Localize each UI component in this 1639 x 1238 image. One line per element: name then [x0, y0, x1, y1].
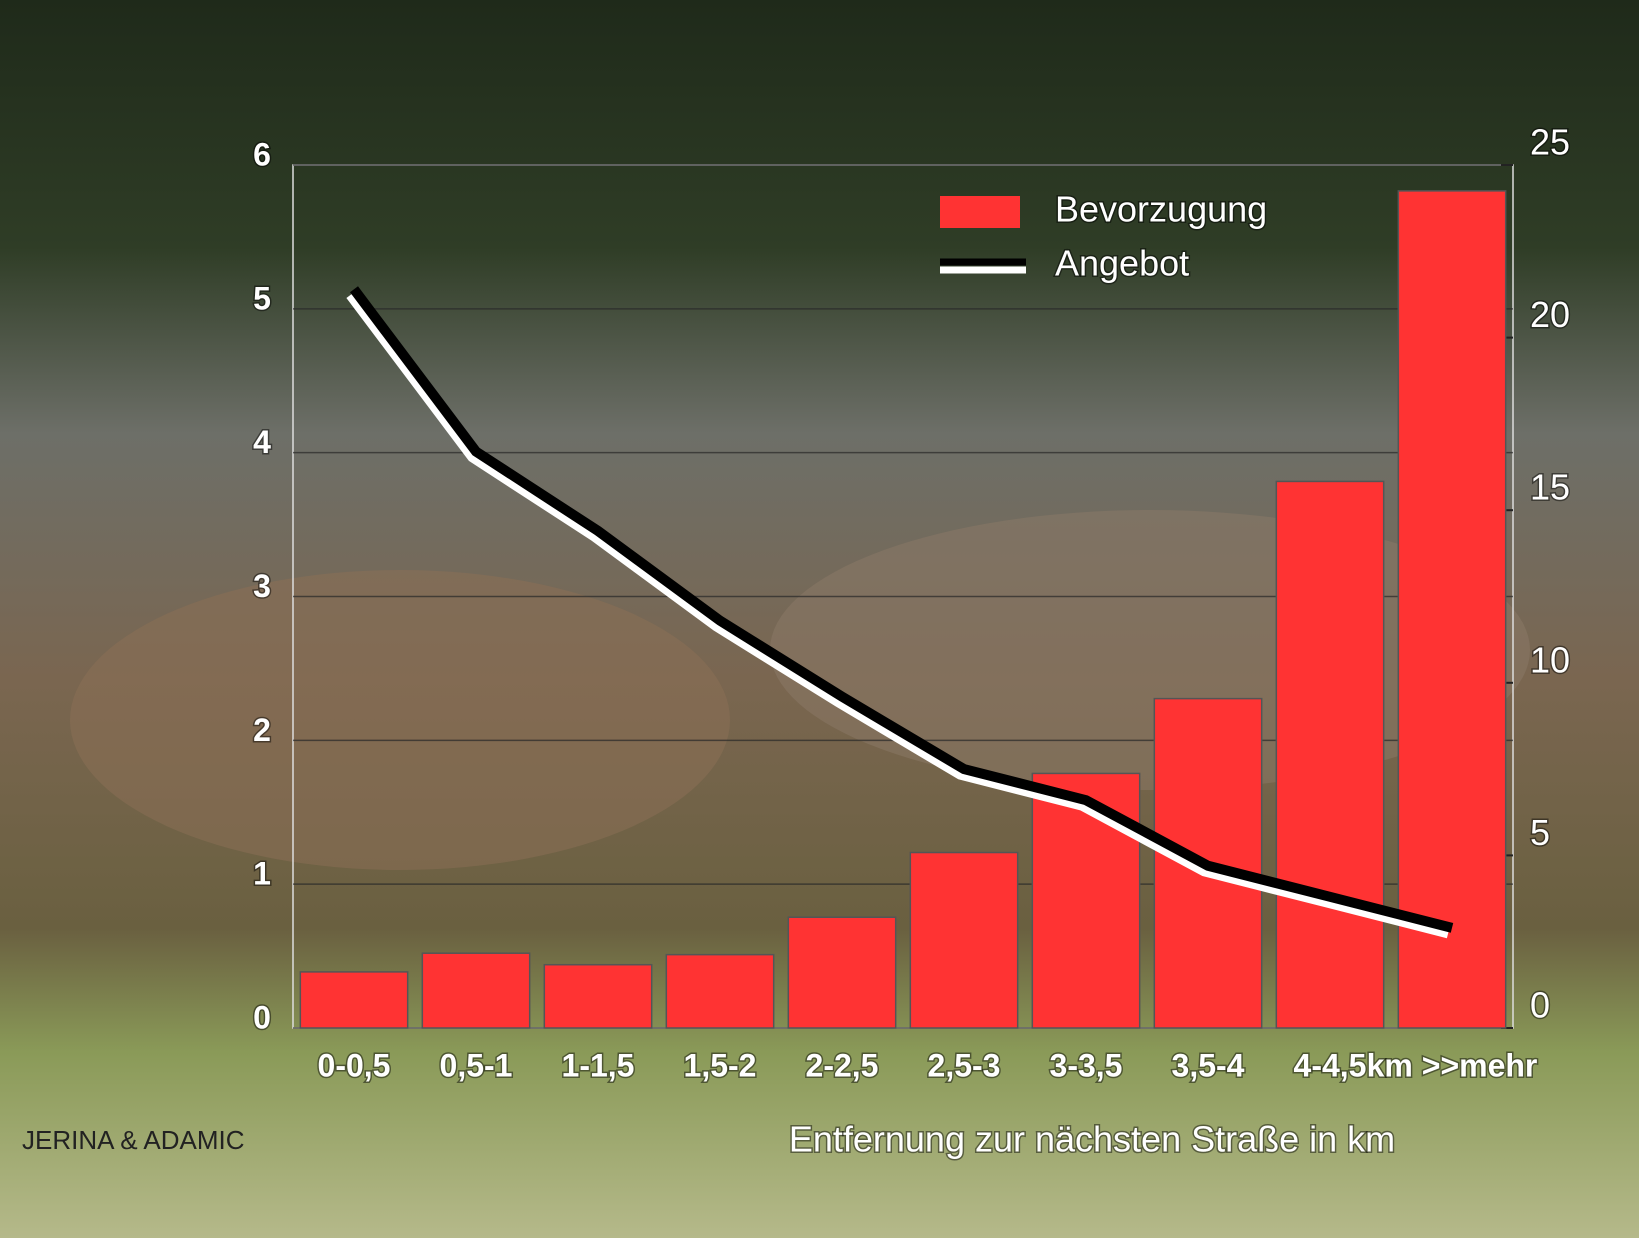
y-tick-label: 5	[253, 280, 271, 316]
x-tick-label: 0,5-1	[440, 1047, 513, 1083]
x-tick-label: km >>mehr	[1367, 1047, 1538, 1083]
bar	[1275, 480, 1385, 1029]
y2-tick-label: 10	[1530, 639, 1570, 680]
y-tick-label: 1	[253, 856, 271, 892]
bar	[543, 963, 653, 1029]
y-tick-label: 4	[253, 424, 271, 460]
bar	[421, 952, 531, 1029]
deer-shape	[70, 570, 730, 870]
y-tick-label: 0	[253, 999, 271, 1035]
x-tick-label: 1,5-2	[684, 1047, 757, 1083]
y2-tick-label: 0	[1530, 985, 1550, 1026]
y2-tick-label: 5	[1530, 812, 1550, 853]
x-tick-label: 2-2,5	[806, 1047, 879, 1083]
x-tick-label: 0-0,5	[318, 1047, 391, 1083]
bar	[787, 916, 897, 1029]
x-tick-label: 3,5-4	[1172, 1047, 1245, 1083]
credit: JERINA & ADAMIC	[22, 1125, 245, 1155]
x-axis-label: Entfernung zur nächsten Straße in km	[789, 1119, 1395, 1160]
legend-swatch	[940, 196, 1020, 228]
y-tick-label: 3	[253, 568, 271, 604]
line	[350, 286, 1454, 933]
x-tick-label: 3-3,5	[1050, 1047, 1123, 1083]
x-tick-label: 4-4,5	[1294, 1047, 1367, 1083]
bar	[1397, 190, 1507, 1029]
legend-label: Bevorzugung	[1055, 189, 1267, 230]
x-tick-label: 2,5-3	[928, 1047, 1001, 1083]
y-tick-label: 6	[253, 136, 271, 172]
bar	[299, 971, 409, 1029]
y2-tick-label: 25	[1530, 122, 1570, 163]
line-highlight	[346, 292, 1450, 939]
legend-label: Angebot	[1055, 243, 1189, 284]
y2-tick-label: 20	[1530, 294, 1570, 335]
x-tick-label: 1-1,5	[562, 1047, 635, 1083]
y-tick-label: 2	[253, 712, 271, 748]
y2-tick-label: 15	[1530, 467, 1570, 508]
bar	[909, 851, 1019, 1029]
bar	[665, 953, 775, 1029]
